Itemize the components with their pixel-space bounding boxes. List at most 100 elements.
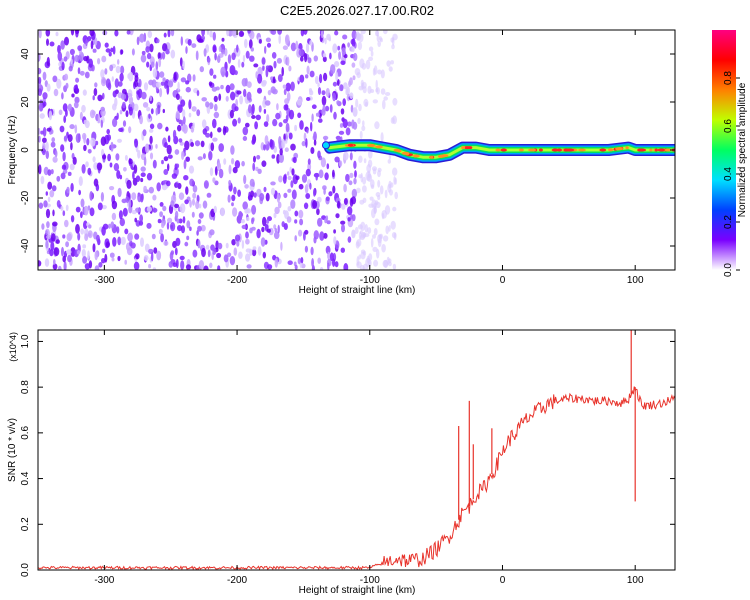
spectrogram-noise-cell	[351, 38, 356, 47]
spectrogram-noise-cell	[218, 168, 224, 179]
spectrogram-noise-cell	[195, 50, 199, 61]
spectrogram-noise-cell	[64, 73, 69, 81]
spectrogram-noise-cell	[287, 260, 293, 266]
spectrogram-noise-cell	[176, 218, 180, 224]
spectrogram-noise-cell	[377, 170, 381, 178]
spectrogram-noise-cell	[163, 169, 169, 175]
spectrogram-noise-cell	[105, 241, 110, 248]
spectrogram-noise-cell	[242, 54, 246, 63]
spectrogram-noise-cell	[61, 164, 67, 170]
spectrogram-noise-cell	[271, 154, 276, 159]
spectrogram-noise-cell	[313, 230, 319, 240]
spectrogram-noise-cell	[167, 80, 174, 88]
spectrogram-noise-cell	[232, 166, 238, 174]
spectrogram-noise-cell	[81, 248, 86, 258]
spectrogram-noise-cell	[200, 140, 205, 148]
spectrogram-noise-cell	[212, 177, 216, 184]
spectrogram-noise-cell	[239, 95, 244, 105]
spectrogram-noise-cell	[206, 192, 212, 198]
spectrogram-noise-cell	[236, 90, 242, 95]
spectrogram-noise-cell	[118, 127, 124, 132]
snr-x-tick-label: -200	[227, 575, 247, 586]
spectrogram-noise-cell	[48, 110, 53, 121]
spectrogram-noise-cell	[364, 101, 369, 107]
spectrogram-noise-cell	[62, 210, 66, 217]
spectrogram-noise-cell	[255, 71, 258, 79]
spectrogram-noise-cell	[383, 30, 388, 35]
spectrogram-noise-cell	[192, 198, 195, 206]
spectrogram-noise-cell	[52, 263, 58, 270]
spectrogram-noise-cell	[38, 30, 42, 39]
spectrogram-noise-cell	[187, 73, 192, 83]
spectrogram-noise-cell	[139, 115, 144, 125]
spectrogram-hot-spot	[649, 148, 653, 152]
spectrogram-noise-cell	[315, 112, 320, 117]
spectrogram-noise-cell	[264, 100, 271, 106]
spectrogram-noise-cell	[102, 248, 106, 253]
spectrogram-noise-cell	[169, 251, 174, 261]
spectrogram-noise-cell	[338, 160, 343, 167]
spectrogram-noise-cell	[195, 200, 200, 210]
spectrogram-noise-cell	[358, 33, 364, 43]
spectrogram-noise-cell	[237, 189, 242, 197]
spectrogram-noise-cell	[294, 264, 298, 270]
spectrogram-noise-cell	[101, 258, 106, 264]
spectrogram-noise-cell	[304, 52, 308, 63]
spectrogram-noise-cell	[100, 192, 104, 202]
spectrogram-noise-cell	[231, 202, 234, 207]
spectrogram-noise-cell	[114, 30, 119, 37]
spectrogram-noise-cell	[349, 152, 353, 161]
spectrogram-noise-cell	[237, 117, 241, 124]
spectrogram-noise-cell	[175, 237, 181, 247]
spectrogram-noise-cell	[315, 174, 318, 181]
spectrogram-noise-cell	[313, 131, 317, 142]
spectrogram-noise-cell	[179, 203, 186, 214]
spectrogram-noise-cell	[343, 82, 348, 90]
spectrogram-noise-cell	[322, 104, 326, 113]
spectrogram-noise-cell	[333, 111, 337, 120]
spectrogram-noise-cell	[221, 37, 225, 42]
spectrogram-noise-cell	[83, 144, 87, 152]
spectrogram-noise-cell	[136, 36, 140, 46]
spectrogram-noise-cell	[114, 97, 118, 107]
spectrogram-noise-cell	[150, 108, 154, 115]
spectrogram-noise-cell	[159, 229, 164, 234]
spectrogram-noise-cell	[339, 123, 344, 128]
spectrogram-noise-cell	[116, 112, 119, 120]
spectrogram-noise-cell	[358, 103, 362, 112]
spectrogram-noise-cell	[340, 60, 346, 66]
spectrogram-noise-cell	[347, 236, 352, 243]
spectrogram-noise-cell	[43, 200, 48, 208]
spectrogram-noise-cell	[42, 71, 47, 81]
spectrogram-noise-cell	[245, 253, 251, 262]
spectrogram-noise-cell	[49, 41, 55, 47]
spectrogram-noise-cell	[144, 243, 150, 253]
spectrogram-y-ticks: -40 -20 0 20 40	[20, 48, 675, 253]
spectrogram-noise-cell	[361, 125, 366, 132]
spectrogram-noise-cell	[266, 114, 270, 123]
spectrogram-noise-cell	[367, 227, 372, 234]
spectrogram-noise-cell	[152, 267, 157, 270]
spectrogram-noise-cell	[47, 169, 52, 176]
spectrogram-noise-cell	[375, 200, 379, 206]
spectrogram-noise-cell	[234, 70, 238, 76]
spectrogram-noise-cell	[230, 145, 235, 155]
spectrogram-noise-cell	[179, 57, 183, 67]
spectrogram-noise-cell	[191, 106, 197, 112]
spectrogram-noise-cell	[377, 69, 382, 75]
spectrogram-noise-cell	[111, 257, 115, 262]
spectrogram-noise-cell	[156, 38, 160, 44]
snr-frame	[37, 329, 676, 571]
spectrogram-noise-cell	[316, 208, 320, 216]
spectrogram-noise-cell	[352, 75, 356, 81]
spectrogram-noise-cell	[215, 86, 220, 91]
spectrogram-noise-cell	[273, 212, 277, 219]
spectrogram-noise-cell	[185, 156, 190, 162]
spectrogram-noise-cell	[120, 49, 124, 55]
spectrogram-noise-cell	[112, 45, 116, 55]
spectrogram-noise-cell	[120, 65, 125, 75]
spectrogram-noise-cell	[258, 39, 262, 44]
spectrogram-noise-cell	[338, 51, 342, 60]
spectrogram-noise-cell	[252, 162, 256, 172]
spectrogram-noise-cell	[213, 111, 220, 119]
